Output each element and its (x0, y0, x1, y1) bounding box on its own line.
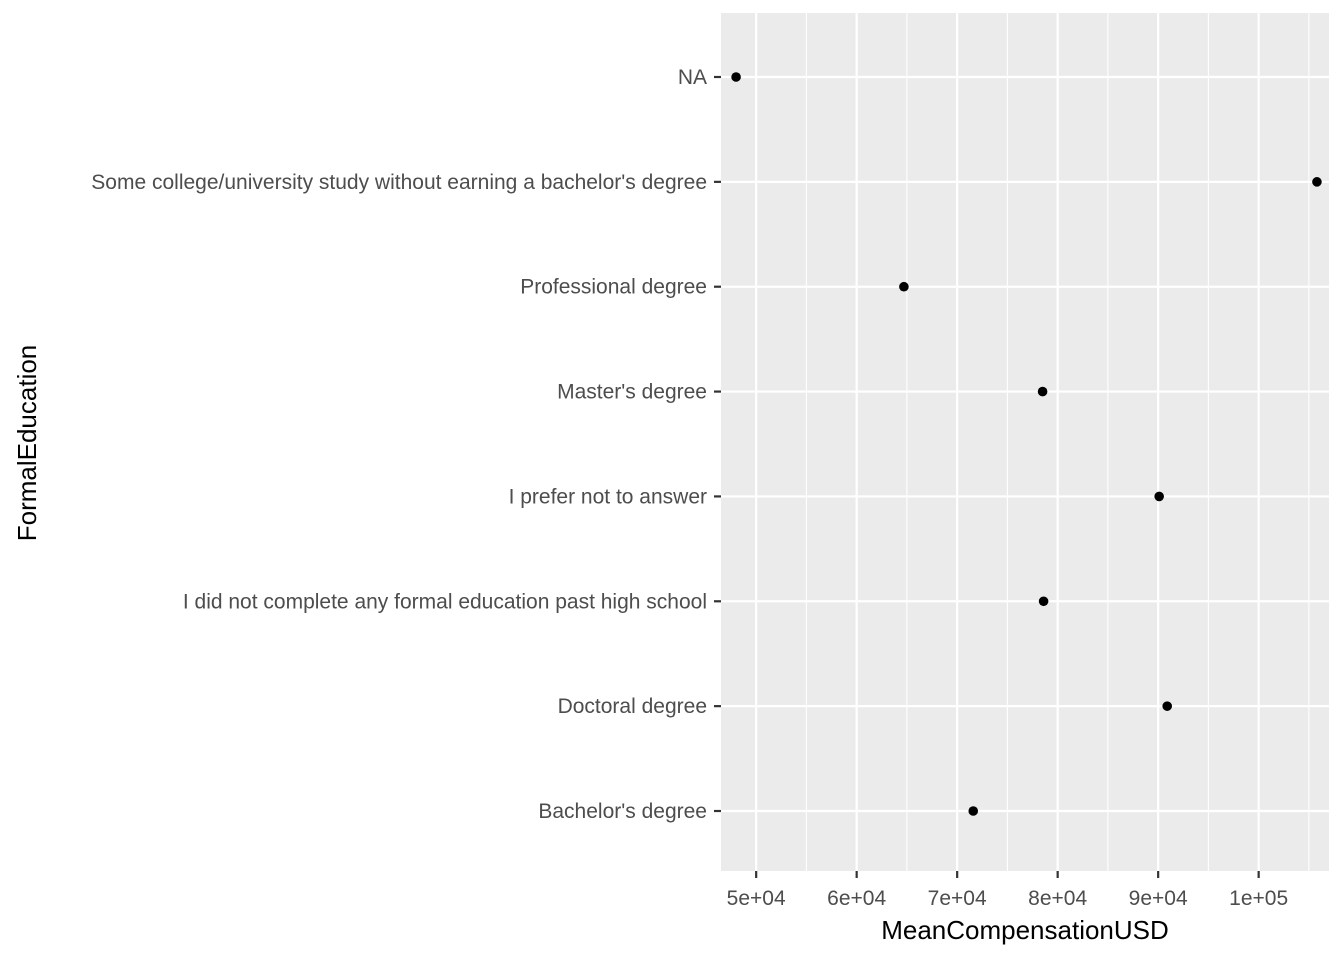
x-tick-label-5: 1e+05 (1229, 887, 1288, 910)
data-point-7 (731, 72, 741, 82)
y-tick-label-7: NA (678, 66, 707, 89)
data-point-2 (1038, 596, 1049, 607)
data-point-4 (1037, 386, 1048, 397)
y-tick-label-5: Professional degree (520, 276, 707, 299)
data-points (731, 72, 1322, 816)
data-point-0 (968, 806, 979, 816)
data-point-5 (899, 281, 909, 292)
x-tick-label-1: 6e+04 (827, 887, 886, 910)
y-tick-label-3: I prefer not to answer (509, 485, 707, 508)
data-point-3 (1154, 491, 1164, 502)
plot-panel (721, 13, 1329, 871)
y-tick-label-6: Some college/university study without ea… (91, 171, 707, 194)
y-tick-label-2: I did not complete any formal education … (183, 590, 707, 613)
y-axis-ticks: Bachelor's degree Doctoral degree I did no… (91, 66, 721, 823)
y-tick-label-0: Bachelor's degree (538, 800, 707, 823)
x-tick-label-0: 5e+04 (727, 887, 786, 910)
data-point-1 (1162, 701, 1173, 711)
x-tick-label-2: 7e+04 (928, 887, 987, 910)
grid-minor (805, 13, 1310, 871)
y-tick-label-1: Doctoral degree (558, 695, 707, 718)
grid-major (721, 13, 1329, 871)
y-tick-label-4: Master's degree (557, 381, 707, 404)
x-tick-label-4: 9e+04 (1129, 887, 1188, 910)
x-axis-ticks: 5e+04 6e+04 7e+04 8e+04 9e+04 1e+05 (727, 871, 1288, 910)
y-axis-title: FormalEducation (12, 345, 42, 542)
x-tick-label-3: 8e+04 (1028, 887, 1087, 910)
x-axis-title: MeanCompensationUSD (881, 915, 1169, 945)
data-point-6 (1312, 177, 1322, 187)
